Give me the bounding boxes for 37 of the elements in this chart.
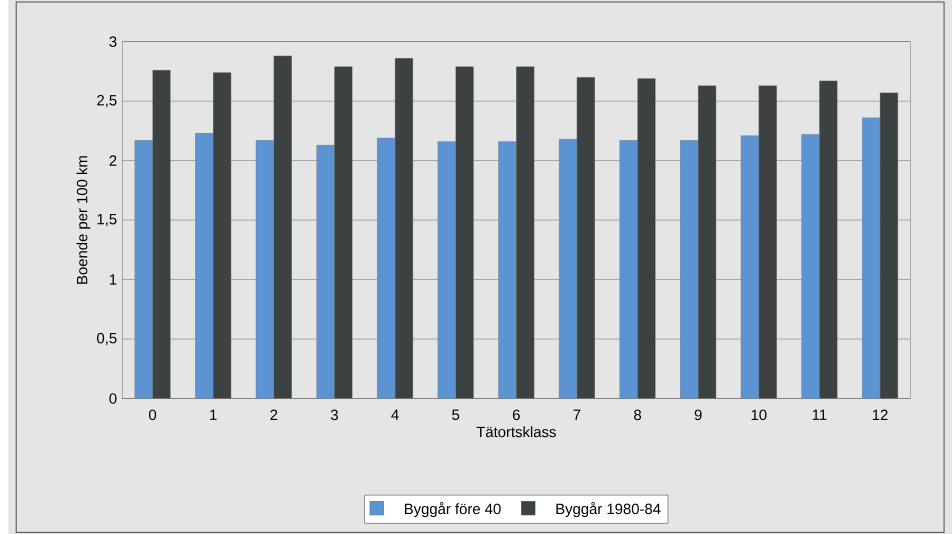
y-tick-label: 3	[109, 36, 116, 47]
x-tick-label: 11	[812, 409, 826, 420]
y-axis-title: Boende per 100 km	[76, 156, 90, 284]
x-tick-label: 12	[872, 409, 888, 420]
y-tick-label: 0,5	[97, 332, 116, 346]
bar	[637, 78, 656, 398]
bar	[152, 70, 171, 398]
x-tick-label: 2	[270, 409, 278, 420]
x-tick-label: 8	[634, 409, 642, 420]
bar	[334, 66, 352, 398]
y-tick-label: 2	[110, 155, 116, 166]
y-tick-label: 1	[110, 274, 116, 285]
bar	[819, 80, 838, 398]
x-tick-label: 7	[574, 409, 580, 420]
x-tick-label: 4	[391, 409, 399, 420]
legend-label: Byggår 1980-84	[556, 502, 661, 517]
x-tick-label: 5	[452, 409, 460, 420]
x-tick-label: 6	[512, 409, 520, 420]
y-tick-label: 0	[109, 393, 117, 404]
bar	[698, 85, 716, 398]
y-tick-label: 1,5	[98, 214, 116, 226]
x-tick-label: 3	[330, 409, 338, 420]
bar	[880, 92, 898, 398]
bar	[455, 66, 474, 398]
legend-label: Byggår före 40	[404, 502, 501, 517]
bar	[394, 58, 414, 398]
bar	[758, 85, 777, 398]
bar	[274, 56, 292, 398]
bar	[516, 66, 534, 398]
x-tick-label: 10	[752, 409, 766, 420]
x-axis-title: Tätortsklass	[476, 426, 556, 438]
x-tick-label: 0	[149, 409, 156, 420]
bar	[213, 72, 232, 398]
bar	[576, 76, 595, 398]
x-tick-label: 1	[210, 409, 217, 420]
y-tick-label: 2,5	[97, 94, 116, 108]
x-tick-label: 9	[694, 409, 702, 420]
